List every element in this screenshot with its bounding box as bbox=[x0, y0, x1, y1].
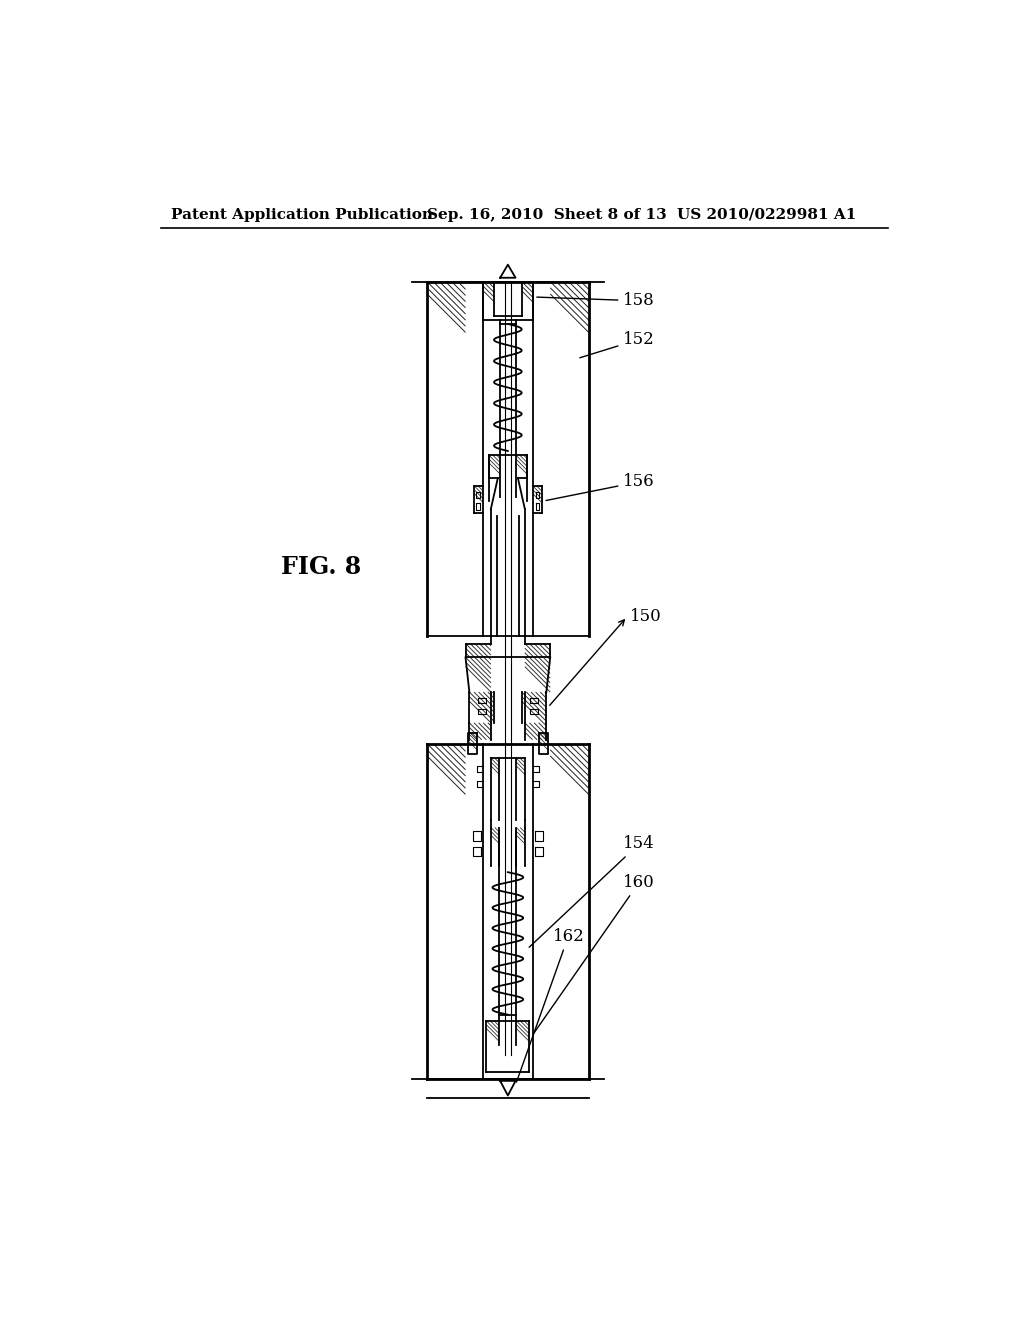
Text: 154: 154 bbox=[529, 836, 655, 948]
Text: FIG. 8: FIG. 8 bbox=[281, 554, 361, 578]
Text: 150: 150 bbox=[630, 609, 662, 626]
Text: Sep. 16, 2010  Sheet 8 of 13: Sep. 16, 2010 Sheet 8 of 13 bbox=[427, 207, 667, 222]
Text: 152: 152 bbox=[580, 331, 655, 358]
Text: 162: 162 bbox=[516, 928, 585, 1082]
Text: 156: 156 bbox=[546, 474, 655, 500]
Text: 160: 160 bbox=[534, 874, 655, 1034]
Text: 158: 158 bbox=[537, 292, 655, 309]
Text: US 2010/0229981 A1: US 2010/0229981 A1 bbox=[677, 207, 857, 222]
Text: Patent Application Publication: Patent Application Publication bbox=[171, 207, 432, 222]
